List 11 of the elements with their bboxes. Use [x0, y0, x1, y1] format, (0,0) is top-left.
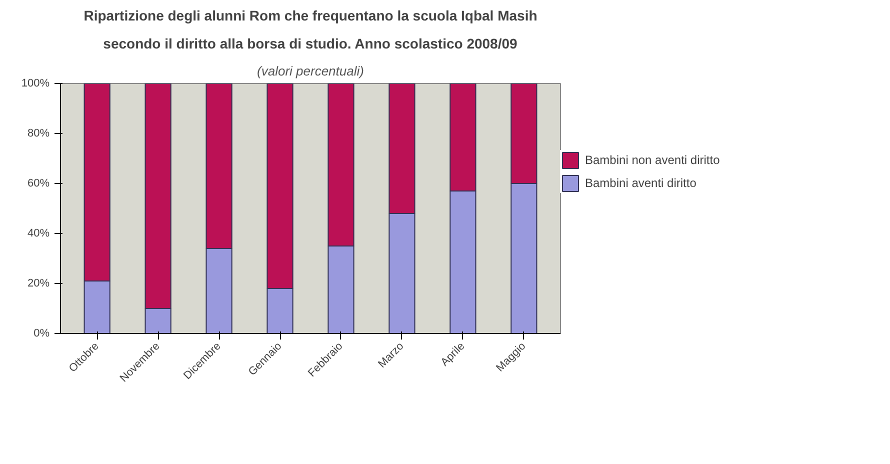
- text: (valori percentuali): [257, 64, 364, 78]
- y-tick-label: 60%: [27, 178, 50, 190]
- y-tick-label: 20%: [27, 278, 50, 290]
- chart-title: Ripartizione degli alunni Rom che frequentano la scuola Iqbal Masih: [84, 8, 538, 24]
- y-tick-label: 0%: [34, 328, 50, 340]
- y-tick-label: 40%: [27, 228, 50, 240]
- legend-label: Bambini non aventi diritto: [585, 153, 720, 167]
- y-tick-label: 100%: [21, 78, 50, 90]
- legend-label: Bambini aventi diritto: [585, 176, 696, 190]
- y-tick-label: 80%: [27, 128, 50, 140]
- chart-subtitle: secondo il diritto alla borsa di studio. Anno scolastico 2008/09: [103, 36, 518, 52]
